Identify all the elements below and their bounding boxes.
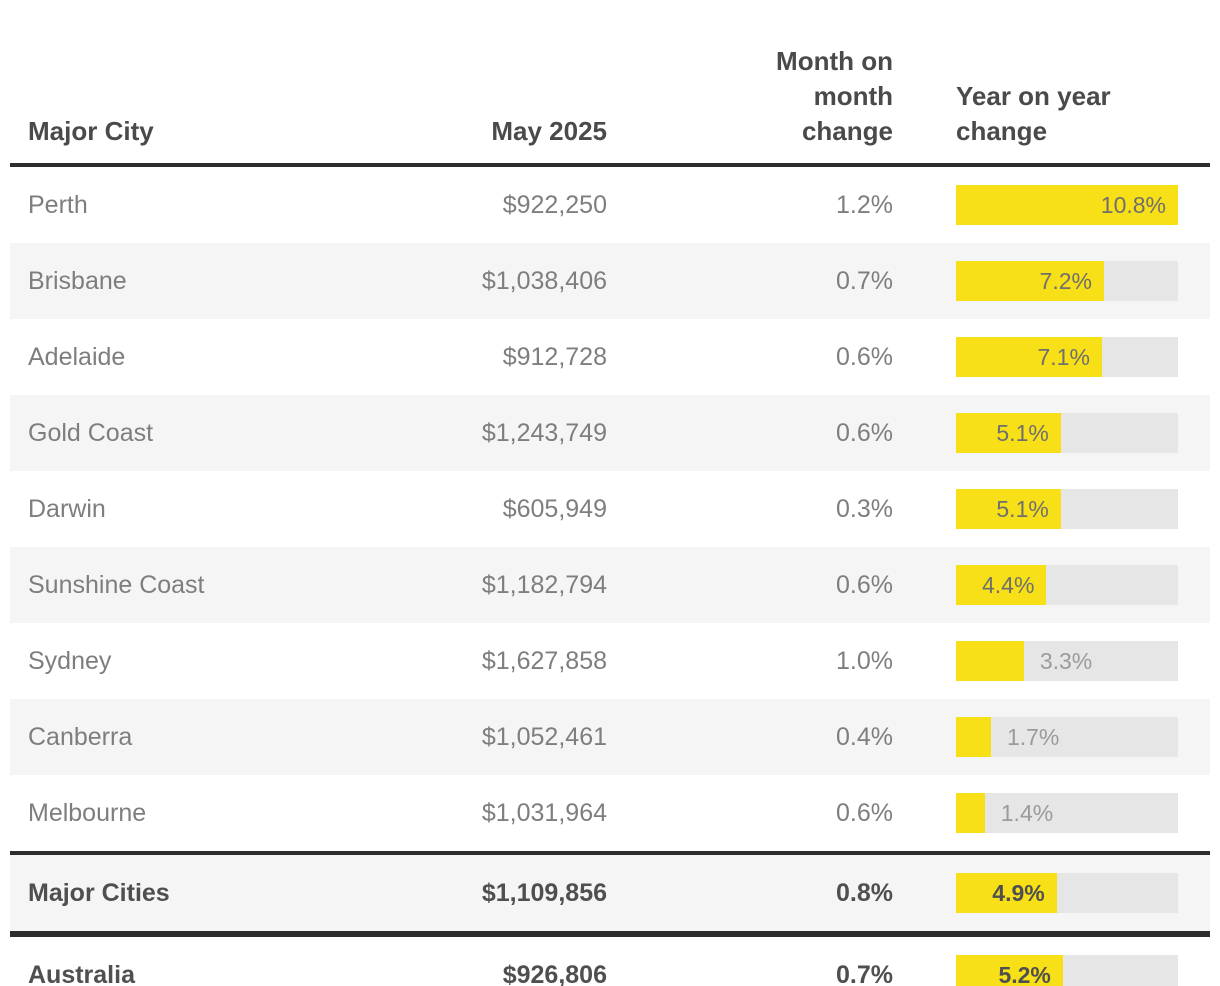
header-may-2025: May 2025 [491, 116, 607, 147]
yoy-bar-label: 5.1% [996, 419, 1049, 446]
yoy-bar-label: 4.4% [982, 571, 1035, 598]
yoy-bar-label: 7.2% [1039, 267, 1092, 294]
table-row: Darwin $605,949 0.3% 5.1% [10, 471, 1210, 547]
city-cell: Canberra [28, 722, 133, 751]
yoy-bar-track: 7.2% [956, 261, 1178, 302]
city-cell: Sydney [28, 646, 112, 675]
yoy-bar-label: 5.2% [998, 961, 1051, 986]
header-major-city: Major City [28, 116, 154, 147]
yoy-bar-label: 5.1% [996, 495, 1049, 522]
table-row: Sydney $1,627,858 1.0% 3.3% [10, 623, 1210, 699]
price-table: Major City May 2025 Month on month chang… [10, 0, 1210, 986]
table-header-row: Major City May 2025 Month on month chang… [10, 0, 1210, 168]
table-row: Canberra $1,052,461 0.4% 1.7% [10, 699, 1210, 776]
value-cell: $1,109,856 [481, 878, 607, 907]
yoy-change-cell: 7.2% [893, 261, 1210, 302]
city-cell: Perth [28, 190, 88, 219]
header-month-on-month: Month on month change [607, 44, 893, 149]
city-cell: Gold Coast [28, 418, 154, 447]
value-cell: $1,627,858 [481, 646, 607, 675]
city-cell: Major Cities [28, 878, 170, 907]
city-cell: Darwin [28, 494, 106, 523]
yoy-change-cell: 1.4% [893, 793, 1210, 834]
yoy-bar-track: 1.4% [956, 793, 1178, 834]
table-row: Sunshine Coast $1,182,794 0.6% 4.4% [10, 547, 1210, 624]
yoy-bar-fill [956, 717, 991, 758]
yoy-bar-track: 4.4% [956, 565, 1178, 606]
mom-change-cell: 0.7% [836, 266, 893, 295]
city-cell: Melbourne [28, 798, 147, 827]
mom-change-cell: 1.2% [836, 190, 893, 219]
yoy-bar-fill [956, 489, 1061, 530]
table-row: Gold Coast $1,243,749 0.6% 5.1% [10, 395, 1210, 472]
yoy-bar-label: 3.3% [1039, 647, 1093, 674]
mom-change-cell: 0.8% [836, 878, 893, 907]
yoy-change-cell: 5.1% [893, 413, 1210, 454]
value-cell: $1,243,749 [481, 418, 607, 447]
mom-change-cell: 0.3% [836, 494, 893, 523]
yoy-bar-label: 1.7% [1006, 723, 1060, 750]
yoy-bar-track: 5.2% [956, 955, 1178, 986]
value-cell: $912,728 [502, 342, 607, 371]
yoy-bar-fill [956, 873, 1057, 914]
header-year-on-year: Year on year change [893, 79, 1210, 149]
table-row: Melbourne $1,031,964 0.6% 1.4% [10, 775, 1210, 851]
yoy-bar-fill [956, 793, 985, 834]
value-cell: $605,949 [502, 494, 607, 523]
table-row: Australia $926,806 0.7% 5.2% [10, 937, 1210, 986]
table-row: Major Cities $1,109,856 0.8% 4.9% [10, 851, 1210, 938]
header-year-on-year-label: Year on year change [956, 81, 1111, 147]
yoy-bar-fill [956, 565, 1047, 606]
yoy-bar-track: 4.9% [956, 873, 1178, 914]
yoy-bar-track: 5.1% [956, 413, 1178, 454]
mom-change-cell: 0.6% [836, 342, 893, 371]
value-cell: $926,806 [502, 960, 607, 986]
table-row: Brisbane $1,038,406 0.7% 7.2% [10, 243, 1210, 320]
yoy-bar-track: 10.8% [956, 185, 1178, 226]
yoy-change-cell: 5.2% [893, 955, 1210, 986]
value-cell: $1,038,406 [481, 266, 607, 295]
city-cell: Brisbane [28, 266, 127, 295]
yoy-bar-fill [956, 261, 1104, 302]
city-cell: Sunshine Coast [28, 570, 205, 599]
yoy-change-cell: 7.1% [893, 337, 1210, 378]
yoy-bar-label: 10.8% [1100, 191, 1166, 218]
yoy-bar-label: 4.9% [992, 879, 1045, 906]
yoy-change-cell: 4.9% [893, 873, 1210, 914]
mom-change-cell: 1.0% [836, 646, 893, 675]
value-cell: $922,250 [502, 190, 607, 219]
header-month-on-month-label: Month on month change [776, 46, 893, 147]
yoy-bar-label: 1.4% [1000, 799, 1054, 826]
city-cell: Adelaide [28, 342, 126, 371]
value-cell: $1,182,794 [481, 570, 607, 599]
city-cell: Australia [28, 960, 135, 986]
value-cell: $1,031,964 [481, 798, 607, 827]
yoy-bar-track: 3.3% [956, 641, 1178, 682]
yoy-change-cell: 5.1% [893, 489, 1210, 530]
yoy-bar-fill [956, 413, 1061, 454]
table-row: Adelaide $912,728 0.6% 7.1% [10, 319, 1210, 395]
mom-change-cell: 0.7% [836, 960, 893, 986]
value-cell: $1,052,461 [481, 722, 607, 751]
yoy-change-cell: 10.8% [893, 185, 1210, 226]
yoy-bar-fill [956, 641, 1024, 682]
table-row: Perth $922,250 1.2% 10.8% [10, 167, 1210, 243]
yoy-bar-fill [956, 955, 1063, 986]
mom-change-cell: 0.6% [836, 570, 893, 599]
yoy-change-cell: 1.7% [893, 717, 1210, 758]
mom-change-cell: 0.4% [836, 722, 893, 751]
yoy-change-cell: 4.4% [893, 565, 1210, 606]
mom-change-cell: 0.6% [836, 798, 893, 827]
yoy-bar-track: 7.1% [956, 337, 1178, 378]
yoy-bar-fill [956, 337, 1102, 378]
yoy-bar-label: 7.1% [1037, 343, 1090, 370]
mom-change-cell: 0.6% [836, 418, 893, 447]
yoy-change-cell: 3.3% [893, 641, 1210, 682]
table-body: Perth $922,250 1.2% 10.8% Brisbane $1,03… [10, 167, 1210, 986]
yoy-bar-track: 1.7% [956, 717, 1178, 758]
yoy-bar-fill [956, 185, 1178, 226]
yoy-bar-track: 5.1% [956, 489, 1178, 530]
